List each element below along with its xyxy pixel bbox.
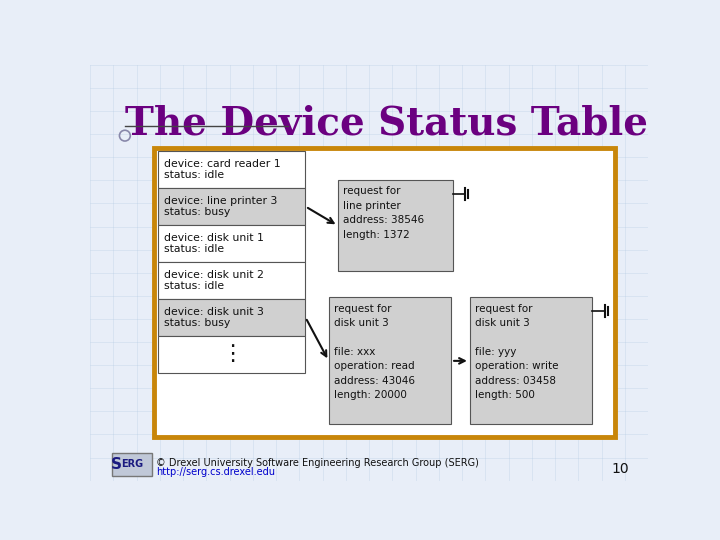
Text: S: S — [111, 457, 122, 472]
Bar — [158, 225, 305, 262]
Bar — [469, 298, 593, 424]
Text: The Device Status Table: The Device Status Table — [125, 105, 648, 143]
Text: device: disk unit 3
status: busy: device: disk unit 3 status: busy — [164, 307, 264, 328]
Text: request for
disk unit 3

file: yyy
operation: write
address: 03458
length: 500: request for disk unit 3 file: yyy operat… — [475, 303, 559, 400]
Bar — [158, 151, 305, 188]
Bar — [158, 299, 305, 336]
Text: device: disk unit 1
status: idle: device: disk unit 1 status: idle — [164, 233, 264, 254]
Text: device: disk unit 2
status: idle: device: disk unit 2 status: idle — [164, 269, 264, 291]
Text: request for
disk unit 3

file: xxx
operation: read
address: 43046
length: 20000: request for disk unit 3 file: xxx operat… — [334, 303, 415, 400]
Bar — [158, 336, 305, 373]
Text: http://serg.cs.drexel.edu: http://serg.cs.drexel.edu — [156, 467, 275, 477]
Bar — [158, 188, 305, 225]
Text: request for
line printer
address: 38546
length: 1372: request for line printer address: 38546 … — [343, 186, 425, 240]
Text: ⋮: ⋮ — [221, 345, 243, 364]
Text: device: card reader 1
status: idle: device: card reader 1 status: idle — [164, 159, 281, 180]
Text: ERG: ERG — [121, 460, 143, 469]
Bar — [154, 148, 616, 437]
Bar — [338, 180, 453, 271]
Text: device: line printer 3
status: busy: device: line printer 3 status: busy — [164, 195, 278, 217]
Text: © Drexel University Software Engineering Research Group (SERG): © Drexel University Software Engineering… — [156, 457, 479, 468]
Bar — [112, 453, 152, 476]
Bar — [158, 262, 305, 299]
Text: 10: 10 — [611, 462, 629, 476]
Bar — [329, 298, 451, 424]
